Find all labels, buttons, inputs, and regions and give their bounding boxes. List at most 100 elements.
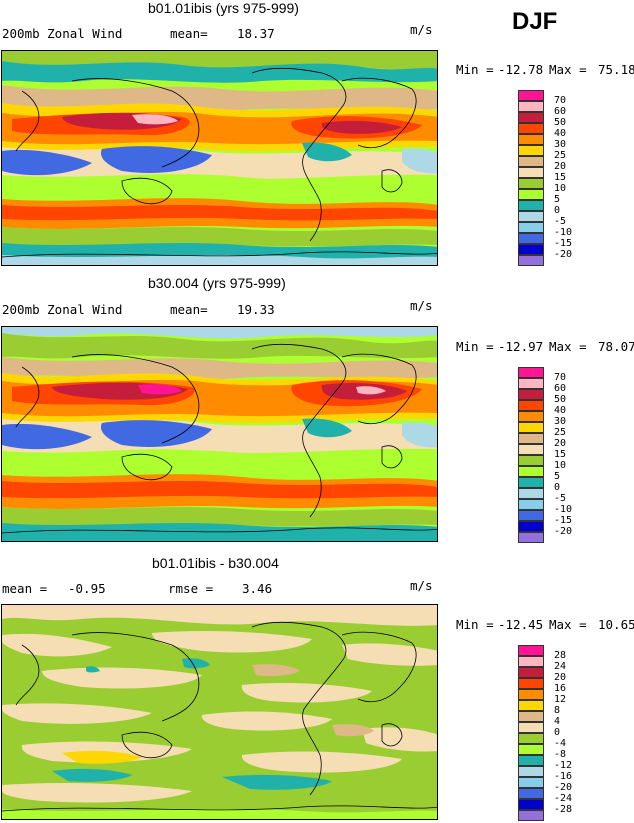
legend-swatch [518,499,544,510]
panel-2-field-label: 200mb Zonal Wind [2,302,123,317]
panel-1-mean-label: mean= [170,26,208,41]
legend-label: -5 [554,493,567,504]
legend-label: 40 [554,128,567,139]
legend-swatch [518,378,544,389]
panel-2-units: m/s [410,298,433,313]
legend-label: 20 [554,161,567,172]
legend-label: -24 [554,793,573,804]
legend-label: 10 [554,183,567,194]
legend-swatch [518,411,544,422]
legend-label: 16 [554,683,567,694]
legend-swatch [518,700,544,711]
panel-3-mean-value: -0.95 [68,581,106,596]
legend-label: 24 [554,661,567,672]
legend-swatch [518,711,544,722]
panel-3-map [1,604,438,820]
legend-swatch [518,733,544,744]
panel-3-rmse-label: rmse = [168,581,214,596]
legend-label: 0 [554,482,561,493]
legend-swatch [518,477,544,488]
legend-label: -4 [554,738,567,749]
panel-3-mean-label: mean = [2,581,48,596]
legend-swatch [518,667,544,678]
legend-swatch [518,810,544,821]
legend-label: 20 [554,438,567,449]
panel-3-units: m/s [410,578,433,593]
legend-swatch [518,244,544,255]
legend-swatch [518,112,544,123]
legend-label: 0 [554,205,561,216]
legend-label: -10 [554,504,573,515]
legend-label: 25 [554,150,567,161]
legend-label: -10 [554,227,573,238]
panel-3-rmse-value: 3.46 [242,581,273,596]
legend-swatch [518,123,544,134]
panel-2-min-label: Min = [456,339,494,354]
legend-label: 25 [554,427,567,438]
legend-swatch [518,510,544,521]
legend-swatch [518,645,544,656]
legend-swatch [518,90,544,101]
legend-label: 0 [554,727,561,738]
legend-swatch [518,255,544,266]
panel-1-min-value: -12.78 [498,62,544,77]
legend-swatch [518,689,544,700]
legend-label: 20 [554,672,567,683]
panel-2-min-value: -12.97 [498,339,544,354]
legend-label: -5 [554,216,567,227]
panel-3-max-value: 10.65 [598,617,634,632]
legend-swatch [518,777,544,788]
panel-1-field-label: 200mb Zonal Wind [2,26,123,41]
legend-swatch [518,422,544,433]
panel-3-max-label: Max = [549,617,587,632]
legend-swatch [518,799,544,810]
legend-label: 5 [554,471,561,482]
panel-1-map [1,50,438,266]
legend-label: -16 [554,771,573,782]
legend-swatch [518,678,544,689]
panel-1-title: b01.01ibis (yrs 975-999) [148,0,299,16]
legend-swatch [518,521,544,532]
legend-label: 60 [554,383,567,394]
legend-label: -12 [554,760,573,771]
panel-2-mean-value: 19.33 [237,302,275,317]
legend-label: 10 [554,460,567,471]
legend-label: -20 [554,249,573,260]
legend-swatch [518,656,544,667]
legend-label: 40 [554,405,567,416]
legend-swatch [518,444,544,455]
legend-swatch [518,466,544,477]
legend-swatch [518,178,544,189]
legend-label: -20 [554,526,573,537]
legend-swatch [518,145,544,156]
legend-swatch [518,788,544,799]
legend-label: 50 [554,394,567,405]
legend-label: -15 [554,515,573,526]
panel-2-title: b30.004 (yrs 975-999) [148,275,286,291]
legend-swatch [518,156,544,167]
legend-label: 70 [554,372,567,383]
legend-label: 15 [554,449,567,460]
panel-1-max-value: 75.18 [598,62,634,77]
legend-label: 70 [554,95,567,106]
panel-2-mean-label: mean= [170,302,208,317]
legend-label: -8 [554,749,567,760]
legend-swatch [518,200,544,211]
panel-1-units: m/s [410,22,433,37]
legend-label: 5 [554,194,561,205]
panel-1-min-label: Min = [456,62,494,77]
legend-swatch [518,211,544,222]
legend-label: 4 [554,716,561,727]
legend-swatch [518,389,544,400]
legend-swatch [518,134,544,145]
panel-3-title: b01.01ibis - b30.004 [152,555,279,571]
panel-2-max-value: 78.07 [598,339,634,354]
legend-label: -15 [554,238,573,249]
legend-label: 12 [554,694,567,705]
legend-swatch [518,722,544,733]
legend-label: 60 [554,106,567,117]
legend-swatch [518,455,544,466]
legend-label: 30 [554,416,567,427]
panel-1-mean-value: 18.37 [237,26,275,41]
legend-label: -28 [554,804,573,815]
